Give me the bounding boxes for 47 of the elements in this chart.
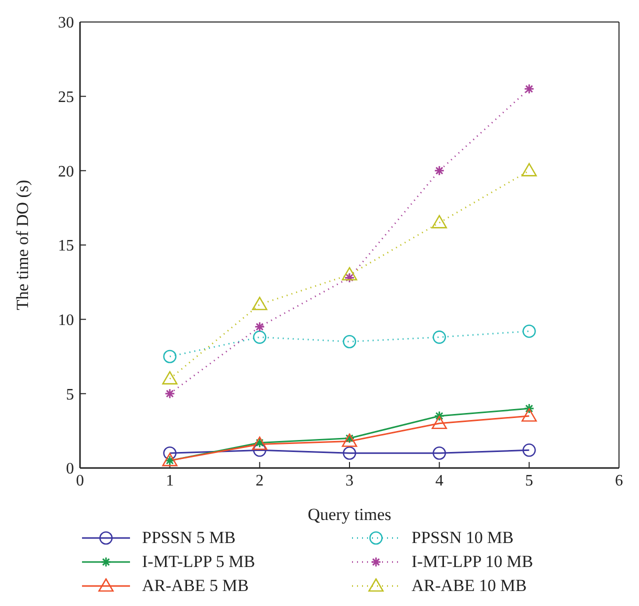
point — [432, 215, 447, 228]
point — [162, 371, 178, 384]
point — [342, 434, 358, 447]
x-tick-label: 2 — [256, 472, 264, 490]
point — [522, 408, 537, 422]
point — [254, 322, 265, 332]
point — [522, 324, 536, 338]
x-tick-label: 5 — [525, 472, 534, 490]
legend-label: PPSSN 5 MB — [142, 528, 236, 548]
point — [253, 330, 266, 344]
legend-label: I-MT-LPP 10 MB — [412, 552, 534, 572]
x-axis-title: Query times — [308, 505, 392, 524]
point — [342, 446, 356, 460]
x-tick-label: 6 — [615, 472, 623, 490]
y-tick-label: 0 — [66, 460, 74, 478]
x-tick-label: 4 — [435, 472, 444, 490]
point — [342, 267, 358, 280]
point — [524, 84, 534, 94]
y-tick-label: 25 — [58, 89, 74, 106]
point — [434, 410, 445, 422]
legend-label: AR-ABE 10 MB — [412, 576, 527, 596]
point — [342, 334, 356, 348]
point — [252, 296, 268, 310]
y-tick-label: 20 — [58, 163, 74, 180]
point — [522, 163, 537, 176]
point — [432, 330, 446, 344]
y-tick-label: 30 — [58, 14, 74, 32]
legend-label: AR-ABE 5 MB — [142, 576, 249, 596]
point — [164, 388, 176, 399]
point — [522, 444, 536, 457]
legend-label: I-MT-LPP 5 MB — [142, 552, 256, 572]
x-tick-label: 3 — [346, 472, 354, 490]
point — [162, 452, 178, 466]
point — [253, 444, 266, 457]
point — [432, 416, 447, 430]
point — [524, 403, 534, 414]
point — [252, 436, 268, 450]
y-tick-label: 5 — [66, 386, 74, 404]
point — [163, 446, 176, 460]
y-axis-title: The time of DO (s) — [13, 180, 32, 310]
point — [163, 350, 176, 364]
x-tick-label: 1 — [166, 472, 174, 490]
y-tick-label: 15 — [58, 238, 74, 255]
legend-label: PPSSN 10 MB — [412, 528, 514, 548]
point — [434, 165, 445, 176]
point — [432, 446, 446, 460]
y-tick-label: 10 — [58, 312, 74, 330]
